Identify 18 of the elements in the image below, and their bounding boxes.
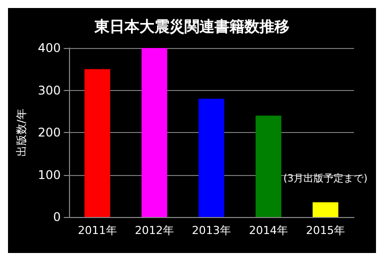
- y-axis-title: 出版数/年: [15, 108, 28, 156]
- y-tick-label: 200: [38, 126, 61, 140]
- y-tick-label: 100: [38, 168, 61, 182]
- x-tick-label: 2013年: [192, 224, 231, 237]
- bar: [198, 98, 224, 217]
- x-tick-label: 2011年: [78, 224, 117, 237]
- annotation: (3月出版予定まで): [283, 172, 368, 185]
- bar: [312, 202, 338, 217]
- bar: [142, 48, 168, 217]
- bar: [84, 69, 110, 217]
- x-tick-label: 2015年: [306, 224, 345, 237]
- y-tick-label: 0: [53, 210, 61, 224]
- bar: [256, 116, 282, 217]
- y-tick-label: 400: [38, 41, 61, 55]
- chart-title: 東日本大震災関連書籍数推移: [94, 18, 290, 36]
- x-tick-label: 2014年: [248, 224, 288, 237]
- x-tick-label: 2012年: [134, 224, 174, 237]
- y-tick-label: 300: [38, 83, 61, 98]
